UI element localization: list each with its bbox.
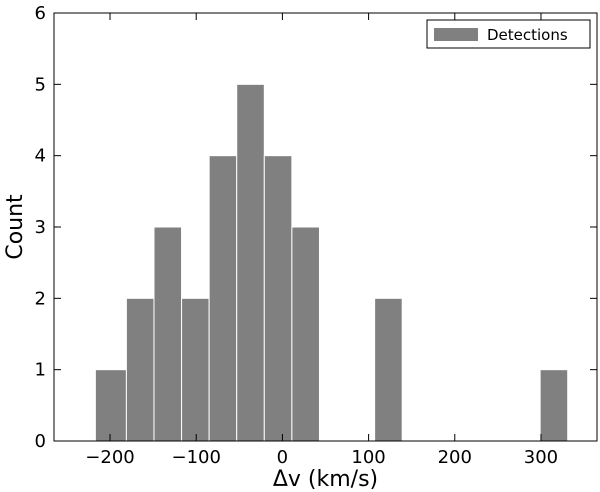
- x-tick-label: 0: [277, 447, 288, 468]
- x-tick-label: −200: [85, 447, 134, 468]
- bars-layer: [94, 83, 569, 442]
- y-tick-label: 6: [35, 3, 46, 24]
- histogram-bar: [94, 369, 127, 442]
- y-tick-label: 2: [35, 288, 46, 309]
- y-tick-label: 4: [35, 146, 46, 167]
- y-tick-label: 1: [35, 360, 46, 381]
- x-tick-label: 300: [524, 447, 558, 468]
- histogram-bar: [263, 155, 293, 442]
- y-tick-label: 5: [35, 74, 46, 95]
- y-tick-label: 0: [35, 431, 46, 452]
- x-axis-label: Δv (km/s): [273, 467, 378, 492]
- legend-entry-detections: Detections: [487, 26, 568, 44]
- histogram-bar: [291, 226, 320, 442]
- legend: Detections: [426, 19, 591, 49]
- histogram-bar: [208, 155, 238, 442]
- x-tick-label: 100: [351, 447, 385, 468]
- ticks-layer: −200 −100 0 100 200 300 0 1 2 3 4 5 6: [35, 3, 597, 468]
- histogram-bar: [125, 297, 155, 442]
- histogram-bar: [374, 297, 403, 442]
- legend-swatch: [434, 28, 478, 41]
- y-axis-label: Count: [3, 194, 28, 260]
- histogram-bar: [153, 226, 183, 442]
- y-tick-label: 3: [35, 217, 46, 238]
- x-tick-label: 200: [438, 447, 472, 468]
- histogram-bar: [236, 83, 265, 442]
- x-tick-label: −100: [171, 447, 220, 468]
- histogram-bar: [539, 369, 569, 442]
- histogram-bar: [181, 297, 210, 442]
